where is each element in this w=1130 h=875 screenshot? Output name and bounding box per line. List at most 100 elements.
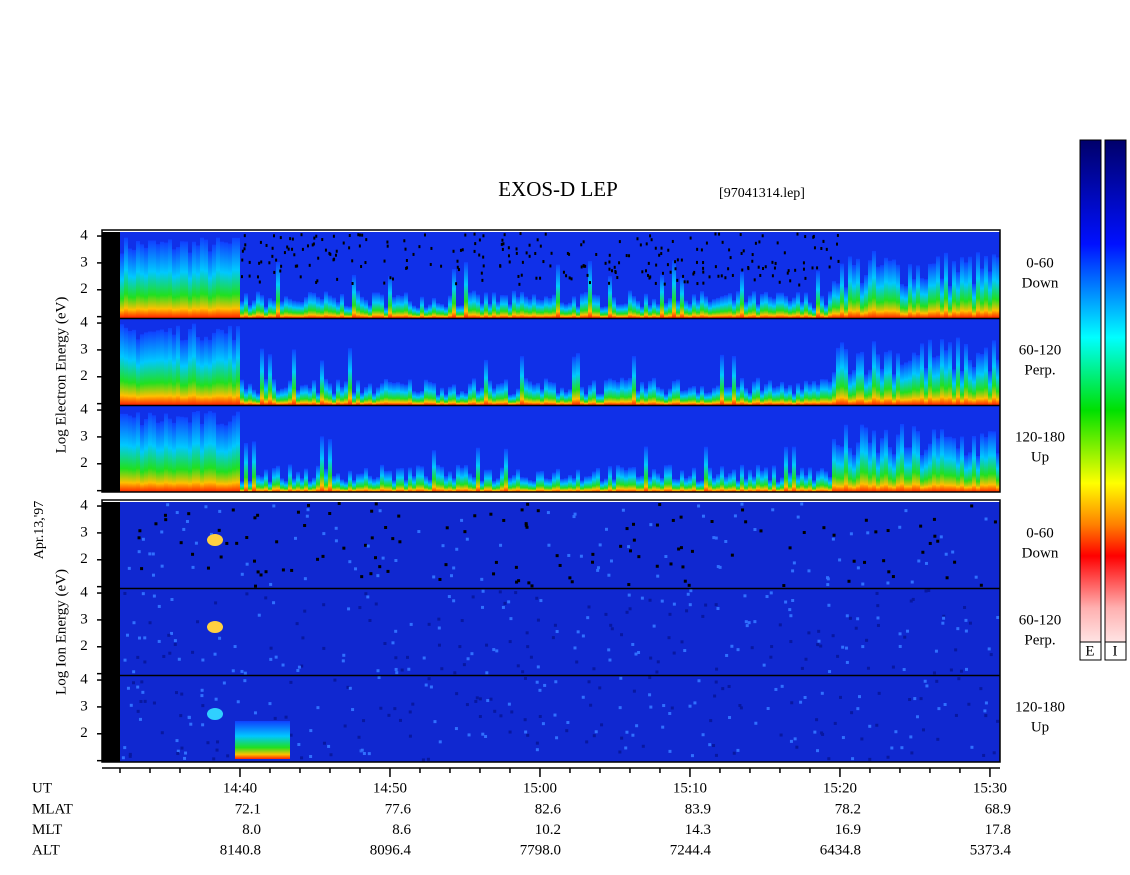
spectrogram-speck (289, 733, 293, 737)
spectrogram-speck (866, 531, 870, 535)
spectrogram-column (992, 431, 996, 492)
spectrogram-column (672, 478, 676, 492)
spectrogram-column (768, 480, 772, 492)
spectrogram-speck (257, 613, 261, 617)
spectrogram-column (864, 275, 868, 318)
spectrogram-speck (941, 621, 945, 625)
spectrogram-column (420, 390, 424, 405)
spectrogram-column (244, 388, 248, 405)
spectrogram-column (608, 276, 612, 318)
spectrogram-speck (475, 696, 479, 700)
spectrogram-speck (807, 569, 811, 573)
spectrogram-speck (909, 599, 913, 603)
spectrogram-column (540, 389, 544, 405)
spectrogram-speck (480, 271, 483, 275)
spectrogram-speck (793, 737, 797, 741)
spectrogram-speck (500, 242, 503, 246)
spectrogram-speck (954, 713, 958, 717)
spectrogram-speck (206, 566, 210, 570)
spectrogram-column (740, 377, 744, 405)
spectrogram-column (164, 331, 168, 405)
spectrogram-column (888, 260, 892, 318)
spectrogram-speck (800, 666, 804, 670)
spectrogram-speck (526, 502, 530, 506)
spectrogram-column (520, 356, 524, 405)
spectrogram-speck (275, 258, 278, 262)
spectrogram-speck (802, 267, 805, 271)
spectrogram-speck (778, 623, 782, 627)
spectrogram-column (516, 296, 520, 318)
spectrogram-speck (412, 252, 415, 256)
spectrogram-column (960, 436, 964, 492)
spectrogram-speck (844, 646, 848, 650)
spectrogram-speck (925, 684, 929, 688)
spectrogram-speck (312, 242, 315, 246)
spectrogram-speck (400, 668, 404, 672)
spectrogram-column (992, 340, 996, 405)
spectrogram-speck (886, 755, 890, 759)
spectrogram-speck (189, 722, 193, 726)
spectrogram-column (120, 413, 124, 492)
spectrogram-speck (733, 514, 737, 518)
spectrogram-speck (627, 593, 631, 597)
spectrogram-speck (271, 254, 274, 258)
spectrogram-speck (243, 247, 246, 251)
spectrogram-column (916, 265, 920, 318)
spectrogram-speck (845, 660, 849, 664)
spectrogram-column (976, 352, 980, 405)
spectrogram-speck (704, 603, 708, 607)
spectrogram-column (752, 476, 756, 492)
spectrogram-speck (753, 278, 756, 282)
spectrogram-speck (473, 514, 477, 518)
spectrogram-column (888, 350, 892, 405)
spectrogram-speck (354, 567, 358, 571)
spectrogram-speck (526, 645, 530, 649)
panel-direction: Up (1031, 449, 1049, 465)
spectrogram-speck (141, 690, 145, 694)
spectrogram-column (532, 481, 536, 492)
spectrogram-speck (484, 735, 488, 739)
spectrogram-column (440, 466, 444, 492)
spectrogram-column (604, 306, 608, 318)
spectrogram-column (220, 423, 224, 492)
ephemeris-value: 7798.0 (520, 842, 561, 858)
spectrogram-column (464, 392, 468, 405)
spectrogram-speck (123, 658, 127, 662)
spectrogram-speck (854, 626, 858, 630)
spectrogram-speck (604, 261, 607, 265)
spectrogram-speck (909, 735, 913, 739)
spectrogram-speck (157, 604, 161, 608)
spectrogram-speck (264, 596, 268, 600)
spectrogram-speck (724, 276, 727, 280)
spectrogram-speck (751, 253, 754, 257)
spectrogram-column (272, 468, 276, 492)
spectrogram-speck (555, 630, 559, 634)
spectrogram-column (444, 394, 448, 405)
spectrogram-speck (933, 534, 937, 538)
spectrogram-column (284, 387, 288, 405)
spectrogram-column (516, 388, 520, 405)
spectrogram-column (168, 239, 172, 318)
spectrogram-speck (164, 518, 168, 522)
spectrogram-speck (828, 265, 831, 269)
spectrogram-column (304, 468, 308, 492)
spectrogram-speck (373, 556, 377, 560)
spectrogram-speck (821, 732, 825, 736)
spectrogram-column (284, 296, 288, 318)
spectrogram-speck (791, 598, 795, 602)
spectrogram-speck (231, 669, 235, 673)
spectrogram-speck (366, 544, 370, 548)
spectrogram-column (544, 478, 548, 492)
spectrogram-speck (660, 252, 663, 256)
ephemeris-value: 77.6 (385, 801, 412, 817)
spectrogram-column (788, 384, 792, 405)
spectrogram-speck (329, 753, 333, 757)
spectrogram-speck (619, 676, 623, 680)
spectrogram-column (820, 468, 824, 492)
spectrogram-column (808, 384, 812, 405)
spectrogram-speck (409, 622, 413, 626)
panel-direction: Down (1022, 275, 1059, 291)
spectrogram-speck (316, 706, 320, 710)
